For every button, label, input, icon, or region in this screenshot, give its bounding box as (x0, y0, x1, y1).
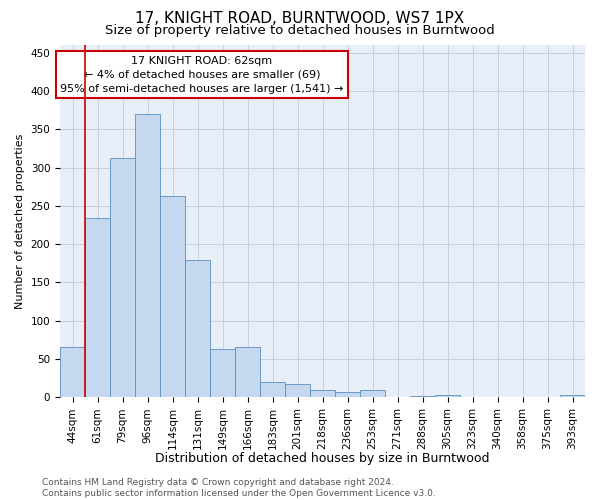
Bar (160, 196, 185, 398)
Bar (310, 390, 335, 398)
Y-axis label: Number of detached properties: Number of detached properties (15, 134, 25, 309)
Bar (60, 347, 85, 398)
Text: 17 KNIGHT ROAD: 62sqm
← 4% of detached houses are smaller (69)
95% of semi-detac: 17 KNIGHT ROAD: 62sqm ← 4% of detached h… (60, 56, 343, 94)
Bar (110, 158, 135, 398)
Bar (85, 218, 110, 398)
Bar (410, 396, 435, 398)
Text: Contains HM Land Registry data © Crown copyright and database right 2024.
Contai: Contains HM Land Registry data © Crown c… (42, 478, 436, 498)
Bar (360, 390, 385, 398)
Bar (260, 382, 285, 398)
Bar (560, 395, 585, 398)
X-axis label: Distribution of detached houses by size in Burntwood: Distribution of detached houses by size … (155, 452, 490, 465)
Text: 17, KNIGHT ROAD, BURNTWOOD, WS7 1PX: 17, KNIGHT ROAD, BURNTWOOD, WS7 1PX (136, 11, 464, 26)
Bar (235, 347, 260, 398)
Bar (135, 114, 160, 398)
Text: Size of property relative to detached houses in Burntwood: Size of property relative to detached ho… (105, 24, 495, 37)
Bar (210, 349, 235, 398)
Bar (285, 384, 310, 398)
Bar (435, 395, 460, 398)
Bar (335, 392, 360, 398)
Bar (185, 260, 210, 398)
